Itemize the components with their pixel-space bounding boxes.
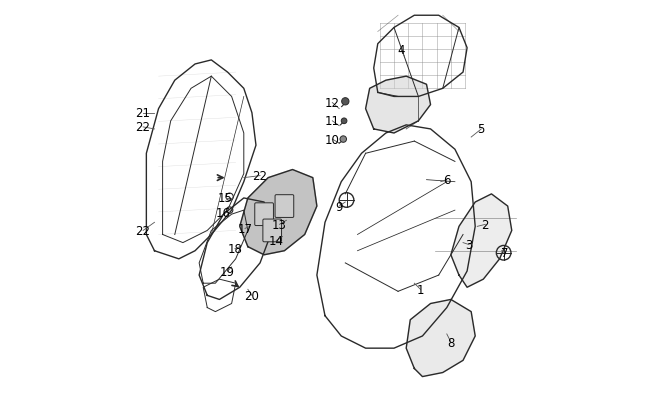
Polygon shape bbox=[240, 170, 317, 255]
Text: 6: 6 bbox=[443, 174, 450, 187]
Text: 12: 12 bbox=[325, 97, 340, 110]
Text: 14: 14 bbox=[269, 234, 284, 247]
Text: 1: 1 bbox=[417, 283, 424, 296]
Text: 15: 15 bbox=[218, 192, 233, 205]
Polygon shape bbox=[451, 194, 512, 288]
FancyBboxPatch shape bbox=[255, 203, 274, 226]
FancyBboxPatch shape bbox=[263, 220, 281, 242]
Text: 9: 9 bbox=[335, 200, 343, 213]
Text: 19: 19 bbox=[220, 265, 235, 278]
Text: 11: 11 bbox=[325, 115, 340, 128]
Text: 10: 10 bbox=[325, 133, 340, 146]
Text: 22: 22 bbox=[136, 224, 151, 237]
Circle shape bbox=[341, 119, 347, 124]
Text: 17: 17 bbox=[237, 222, 252, 235]
Text: 22: 22 bbox=[136, 121, 151, 134]
Text: 3: 3 bbox=[465, 239, 473, 252]
Text: 2: 2 bbox=[482, 218, 489, 231]
Text: 21: 21 bbox=[136, 107, 151, 120]
Text: 13: 13 bbox=[272, 218, 287, 231]
Polygon shape bbox=[365, 77, 430, 134]
Text: 8: 8 bbox=[447, 336, 454, 349]
FancyBboxPatch shape bbox=[275, 195, 294, 218]
Polygon shape bbox=[406, 300, 475, 377]
Text: 5: 5 bbox=[478, 123, 485, 136]
Text: 7: 7 bbox=[500, 247, 508, 260]
Text: 20: 20 bbox=[244, 289, 259, 302]
Text: 18: 18 bbox=[227, 243, 242, 256]
Text: 22: 22 bbox=[253, 170, 268, 183]
Circle shape bbox=[340, 136, 346, 143]
Text: 4: 4 bbox=[398, 44, 405, 57]
Text: 16: 16 bbox=[216, 206, 231, 219]
Circle shape bbox=[342, 98, 349, 106]
